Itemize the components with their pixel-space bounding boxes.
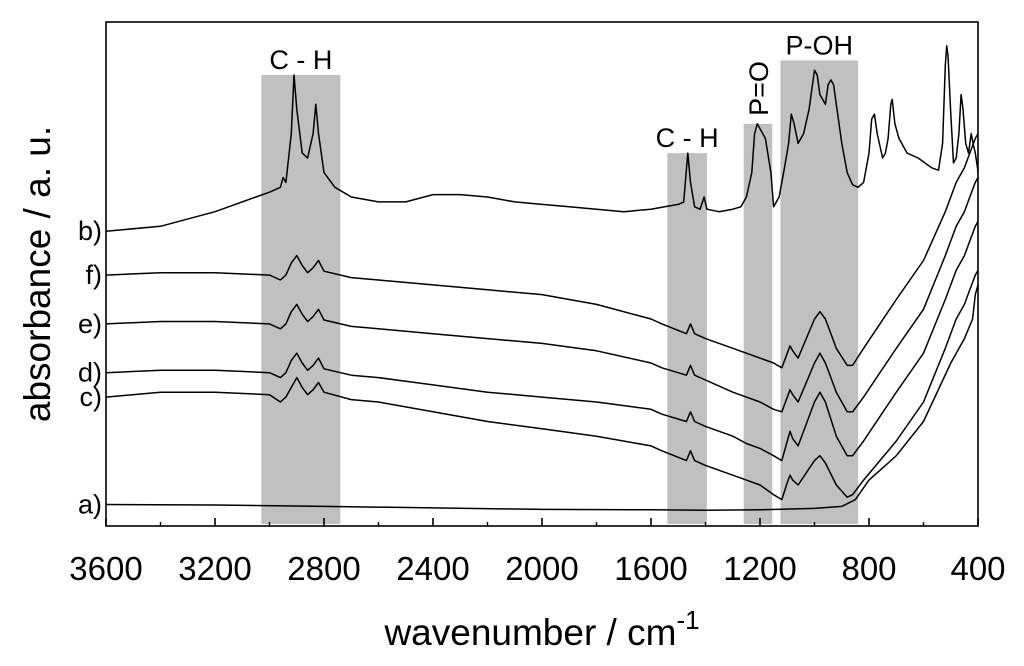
band-rect-1 xyxy=(667,153,707,524)
spectra-series xyxy=(105,45,979,512)
series-line-3 xyxy=(105,177,979,413)
band-label-3: P-OH xyxy=(786,30,854,60)
band-labels: C - H C - H P=O P-OH xyxy=(269,30,853,153)
x-axis-title-superscript: -1 xyxy=(676,605,699,635)
series-label-2: d) xyxy=(78,358,102,388)
x-tick-label-6: 1200 xyxy=(723,550,796,587)
series-line-2 xyxy=(105,221,979,462)
series-line-4 xyxy=(105,133,979,369)
x-axis-title-text: wavenumber / cm xyxy=(383,612,676,653)
series-label-0: a) xyxy=(78,489,102,519)
x-tick-label-2: 2800 xyxy=(287,550,360,587)
x-tick-label-0: 3600 xyxy=(69,550,142,587)
x-axis-ticks xyxy=(105,518,979,526)
x-tick-label-8: 400 xyxy=(950,550,1005,587)
series-labels: a) c)d) e) f) b) xyxy=(78,216,102,519)
x-axis-tick-labels: 3600 3200 2800 2400 2000 1600 1200 800 400 xyxy=(69,550,1005,587)
band-rect-3 xyxy=(780,60,859,525)
series-line-1 xyxy=(105,269,979,501)
series-label-4: f) xyxy=(86,260,103,290)
series-label-5: b) xyxy=(78,216,102,246)
x-tick-label-3: 2400 xyxy=(396,550,469,587)
x-tick-label-4: 2000 xyxy=(505,550,578,587)
series-line-5 xyxy=(105,45,979,232)
x-axis-title: wavenumber / cm-1 xyxy=(383,605,699,653)
x-tick-label-7: 800 xyxy=(841,550,896,587)
band-highlights xyxy=(261,60,859,525)
band-rect-2 xyxy=(743,123,773,524)
band-label-2: P=O xyxy=(744,61,774,116)
band-rect-0 xyxy=(261,75,341,524)
series-label-3: e) xyxy=(78,309,102,339)
series-line-0 xyxy=(105,284,979,512)
series-label-1: c) xyxy=(80,382,103,412)
band-label-0: C - H xyxy=(269,45,332,75)
y-axis-title: absorbance / a. u. xyxy=(17,126,58,422)
x-tick-label-1: 3200 xyxy=(178,550,251,587)
band-label-1: C - H xyxy=(656,123,719,153)
x-tick-label-5: 1600 xyxy=(614,550,687,587)
